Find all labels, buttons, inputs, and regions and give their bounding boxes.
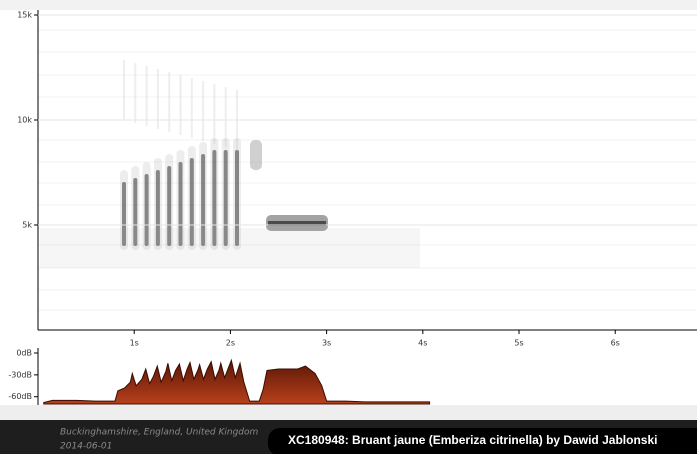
harmonic (202, 81, 205, 141)
caption-box (268, 428, 697, 454)
spectrogram-image (38, 29, 697, 311)
x-tick-label: 1s (130, 339, 139, 348)
band-harmonic (250, 140, 262, 170)
syllable-halo (233, 138, 241, 250)
syllable (235, 150, 239, 246)
syllable (201, 154, 206, 246)
harmonic (179, 75, 182, 135)
x-tick-label: 5s (514, 339, 523, 348)
harmonic (156, 69, 159, 129)
top-strip (0, 0, 697, 10)
syllable-halo (120, 170, 128, 250)
harmonic (168, 72, 171, 132)
noise (40, 228, 420, 268)
gap-strip (0, 405, 697, 420)
syllable-halo (165, 154, 174, 250)
harmonic (213, 84, 216, 144)
y-tick-label: 0dB (16, 349, 32, 358)
syllable-halo (221, 138, 230, 250)
y-tick-label: 10k (17, 116, 32, 125)
syllable-halo (153, 158, 162, 250)
harmonic (145, 66, 148, 126)
date: 2014-06-01 (60, 442, 112, 452)
syllable (122, 182, 126, 246)
y-tick-label: 5k (22, 221, 32, 230)
caption: XC180948: Bruant jaune (Emberiza citrine… (288, 433, 657, 447)
location: Buckinghamshire, England, United Kingdom (60, 428, 259, 438)
x-tick-label: 3s (322, 339, 331, 348)
syllable (212, 150, 217, 246)
band-core (268, 221, 326, 226)
x-tick-label: 2s (226, 339, 235, 348)
syllable (167, 166, 172, 246)
syllable-halo (142, 162, 151, 250)
y-tick-label: 15k (17, 11, 32, 20)
harmonic (224, 87, 227, 147)
syllable-halo (187, 146, 196, 250)
syllable (223, 150, 228, 246)
amplitude-area (43, 358, 431, 405)
syllable (144, 174, 149, 246)
harmonic (190, 78, 193, 138)
harmonic (123, 60, 125, 120)
x-tick-label: 6s (611, 339, 620, 348)
syllable-halo (210, 138, 219, 250)
y-tick-label: -30dB (8, 370, 32, 379)
syllable (155, 170, 160, 246)
harmonic (134, 63, 137, 123)
x-tick-label: 4s (418, 339, 427, 348)
syllable-halo (199, 142, 208, 250)
y-tick-label: -60dB (8, 392, 32, 401)
syllable (189, 158, 194, 246)
syllable-halo (131, 166, 140, 250)
syllable (133, 178, 138, 246)
